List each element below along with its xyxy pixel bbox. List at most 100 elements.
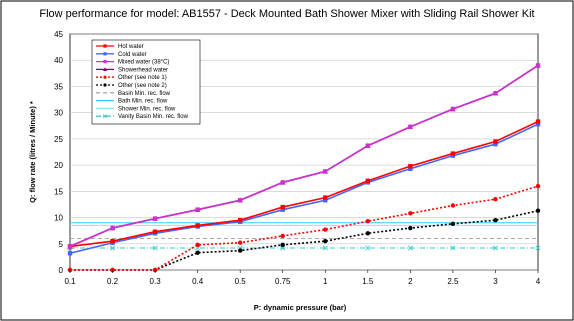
y-tick-label: 5 (59, 240, 64, 249)
series-line (69, 123, 539, 254)
data-point (365, 143, 371, 148)
series-mixed-water-38-c (67, 63, 541, 249)
data-point (493, 197, 498, 202)
data-point (102, 67, 108, 71)
legend-label: Showerhead water (118, 67, 168, 73)
y-tick-label: 30 (54, 109, 63, 118)
data-point (110, 245, 116, 251)
data-point (535, 63, 541, 68)
data-point (237, 198, 243, 203)
y-tick-label: 45 (54, 30, 63, 39)
data-point (450, 106, 456, 112)
data-point (152, 245, 158, 251)
y-tick-label: 0 (59, 266, 64, 275)
data-point (365, 178, 371, 184)
data-point (280, 233, 285, 239)
data-point (103, 114, 107, 119)
data-point (450, 151, 456, 156)
legend-label: Other (see note 1) (118, 75, 167, 81)
x-tick-label: 2.5 (447, 277, 459, 286)
data-point (237, 217, 243, 223)
data-point (493, 217, 498, 223)
data-point (110, 225, 115, 231)
legend-label: Bath Min. rec. flow (118, 99, 168, 105)
data-point (323, 195, 328, 200)
data-point (152, 229, 158, 234)
y-tick-label: 35 (54, 82, 63, 91)
legend-label: Shower Min. rec. flow (118, 106, 176, 112)
data-point (535, 245, 541, 251)
data-point (67, 251, 73, 256)
data-point (323, 169, 328, 174)
data-point (103, 83, 107, 87)
data-point (493, 139, 498, 144)
data-point (535, 208, 541, 213)
chart-title: Flow performance for model: AB1557 - Dec… (39, 8, 534, 20)
data-point (237, 240, 243, 245)
data-point (493, 91, 498, 96)
x-tick-label: 0.5 (235, 277, 247, 286)
series-line (70, 185, 539, 271)
x-tick-label: 0.4 (192, 277, 204, 286)
data-point (450, 203, 456, 208)
legend-label: Basin Min. rec. flow (118, 91, 171, 97)
data-point (280, 204, 285, 210)
legend-label: Cold water (118, 52, 147, 58)
y-tick-label: 25 (54, 135, 63, 144)
data-point (237, 248, 243, 253)
data-point (535, 183, 541, 189)
data-point (103, 60, 107, 64)
data-point (450, 221, 456, 227)
series-other-see-note-1 (67, 183, 541, 273)
x-axis-label: P: dynamic pressure (bar) (254, 303, 347, 312)
data-point (408, 211, 413, 216)
x-tick-label: 0.3 (150, 277, 162, 286)
data-point (67, 244, 73, 249)
x-tick-label: 3 (493, 277, 498, 286)
y-tick-label: 15 (54, 187, 63, 196)
data-point (322, 245, 328, 251)
data-point (407, 245, 413, 251)
data-point (492, 245, 498, 251)
data-point (280, 207, 285, 212)
data-point (535, 122, 541, 127)
data-point (493, 141, 498, 147)
data-point (103, 75, 107, 79)
data-point (408, 124, 413, 130)
legend-label: Other (see note 2) (118, 83, 167, 89)
data-point (110, 238, 115, 244)
data-point (195, 250, 200, 255)
data-point (323, 238, 328, 244)
data-point (408, 225, 413, 231)
data-point (280, 180, 285, 185)
legend-label: Vanity Basin Min. rec. flow (118, 114, 189, 120)
data-point (450, 245, 456, 251)
series-line (69, 120, 539, 248)
series-hot-water (67, 119, 541, 249)
data-point (365, 245, 371, 251)
x-tick-label: 1.5 (362, 277, 374, 286)
legend-label: Hot water (118, 44, 144, 50)
x-tick-label: 0.1 (64, 277, 76, 286)
data-point (280, 242, 285, 248)
data-point (280, 245, 286, 251)
x-tick-label: 1 (323, 277, 328, 286)
y-tick-label: 10 (54, 214, 63, 223)
x-tick-label: 0.2 (107, 277, 119, 286)
x-tick-label: 0.75 (275, 277, 291, 286)
x-tick-label: 2 (408, 277, 413, 286)
data-point (152, 216, 158, 221)
x-tick-label: 4 (536, 277, 541, 286)
data-point (365, 219, 371, 224)
data-point (365, 231, 371, 236)
data-point (323, 198, 328, 203)
data-point (103, 52, 107, 56)
series-group (67, 62, 541, 273)
data-point (535, 119, 541, 124)
y-axis-label: Q: flow rate (litres / Minute) * (28, 101, 37, 203)
y-tick-label: 40 (54, 56, 63, 65)
data-point (408, 163, 413, 169)
